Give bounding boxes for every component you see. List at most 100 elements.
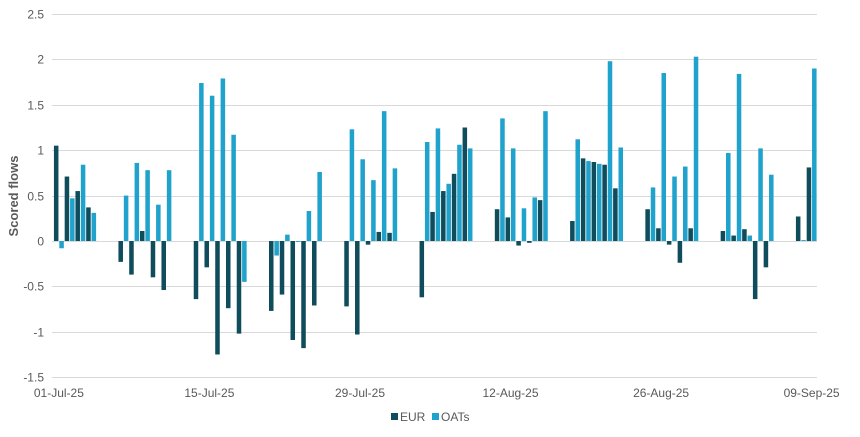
- bar-eur-13: [236, 241, 242, 334]
- bar-oats-31: [521, 208, 527, 241]
- bar-eur-41: [666, 241, 672, 245]
- x-tick-label-2: 29-Jul-25: [335, 386, 385, 400]
- bar-oats-17: [306, 211, 312, 241]
- bar-oats-47: [758, 148, 763, 241]
- y-tick-label-5: 0: [37, 235, 44, 249]
- bar-eur-46: [742, 229, 747, 241]
- bar-oats-38: [618, 147, 624, 241]
- bar-eur-40: [656, 228, 661, 241]
- y-tick-label-6: -0.5: [23, 280, 44, 294]
- bar-eur-11: [215, 241, 220, 355]
- bar-eur-28: [462, 127, 468, 241]
- bar-oats-28: [467, 148, 473, 241]
- bar-oats-43: [693, 56, 699, 242]
- bar-eur-24: [419, 241, 425, 298]
- gridlines: [52, 14, 817, 378]
- bar-oats-44: [726, 152, 731, 241]
- bar-oats-10: [209, 95, 215, 241]
- x-tick-labels: 01-Jul-25 15-Jul-25 29-Jul-25 12-Aug-25 26-A…: [34, 386, 840, 400]
- bar-eur-18: [312, 241, 317, 306]
- bar-eur-25: [430, 211, 435, 241]
- bar-eur-43: [688, 228, 693, 241]
- bar-oats-12: [231, 134, 236, 241]
- bar-oats-11: [220, 78, 226, 241]
- bar-oats-20: [360, 159, 365, 241]
- bar-oats-22: [381, 111, 387, 241]
- bar-oats-7: [156, 204, 161, 241]
- bar-eur-8: [161, 241, 166, 291]
- bar-oats-49: [801, 240, 806, 241]
- bar-eur-37: [602, 164, 607, 241]
- bar-oats-33: [543, 111, 548, 241]
- bar-oats-40: [661, 73, 667, 242]
- bar-eur-39: [645, 209, 650, 241]
- bar-eur-5: [129, 241, 134, 275]
- bar-eur-4: [118, 241, 123, 262]
- bar-oats-16: [295, 241, 301, 242]
- bar-eur-27: [451, 173, 457, 241]
- y-tick-label-7: -1: [33, 326, 44, 340]
- bar-oats-39: [650, 187, 656, 241]
- bar-eur-9: [193, 241, 199, 300]
- bar-oats-50: [812, 68, 817, 241]
- y-tick-label-0: 2.5: [27, 8, 44, 22]
- bar-oats-15: [285, 234, 290, 241]
- bar-oats-29: [500, 118, 505, 241]
- bar-oats-1: [70, 198, 75, 241]
- bar-eur-23: [387, 232, 392, 241]
- bar-eur-48: [763, 241, 769, 268]
- bar-eur-31: [516, 241, 521, 246]
- bar-eur-12: [225, 241, 231, 309]
- y-tick-label-1: 2: [37, 53, 44, 67]
- bar-oats-0: [59, 241, 64, 249]
- x-tick-label-4: 26-Aug-25: [633, 386, 689, 400]
- y-axis-title: Scored flows: [6, 156, 21, 237]
- bar-oats-35: [586, 161, 591, 241]
- bar-eur-49: [795, 216, 801, 241]
- bars: [53, 56, 817, 355]
- bar-oats-48: [769, 174, 774, 241]
- legend-label-eur: EUR: [400, 410, 426, 424]
- bar-oats-25: [435, 128, 441, 241]
- y-tick-label-2: 1.5: [27, 99, 44, 113]
- bar-oats-5: [134, 162, 140, 241]
- bar-eur-42: [677, 241, 683, 263]
- bar-oats-41: [672, 176, 677, 241]
- bar-eur-32: [527, 241, 532, 243]
- bar-oats-3: [91, 212, 97, 241]
- y-tick-label-3: 1: [37, 144, 44, 158]
- bar-oats-14: [274, 241, 279, 256]
- bar-oats-27: [457, 144, 462, 241]
- bar-eur-16: [290, 241, 296, 340]
- bar-oats-36: [596, 163, 602, 241]
- x-tick-label-1: 15-Jul-25: [184, 386, 234, 400]
- bar-oats-8: [166, 170, 172, 241]
- y-tick-labels: 2.5 2 1.5 1 0.5 0 -0.5 -1 -1.5: [23, 8, 44, 385]
- legend-swatch-eur: [391, 413, 398, 420]
- bar-eur-34: [570, 221, 575, 241]
- bar-eur-45: [731, 235, 736, 241]
- bar-eur-35: [580, 158, 586, 241]
- bar-eur-1: [64, 176, 70, 241]
- bar-eur-14: [269, 241, 274, 311]
- bar-eur-7: [150, 241, 156, 278]
- x-tick-label-5: 09-Sep-25: [784, 386, 840, 400]
- bar-oats-26: [446, 183, 451, 241]
- bar-oats-9: [199, 83, 204, 241]
- bar-oats-32: [532, 197, 537, 241]
- bar-oats-24: [424, 142, 430, 241]
- bar-oats-46: [747, 235, 753, 241]
- bar-oats-30: [510, 148, 516, 241]
- y-tick-label-4: 0.5: [27, 190, 44, 204]
- bar-oats-6: [145, 170, 150, 241]
- bar-oats-45: [736, 73, 742, 242]
- bar-oats-13: [242, 241, 247, 282]
- bar-eur-36: [591, 162, 597, 241]
- bar-oats-2: [80, 164, 86, 241]
- bar-eur-33: [537, 200, 543, 241]
- bar-eur-50: [806, 167, 812, 241]
- bar-eur-10: [204, 241, 209, 268]
- bar-eur-44: [720, 231, 726, 241]
